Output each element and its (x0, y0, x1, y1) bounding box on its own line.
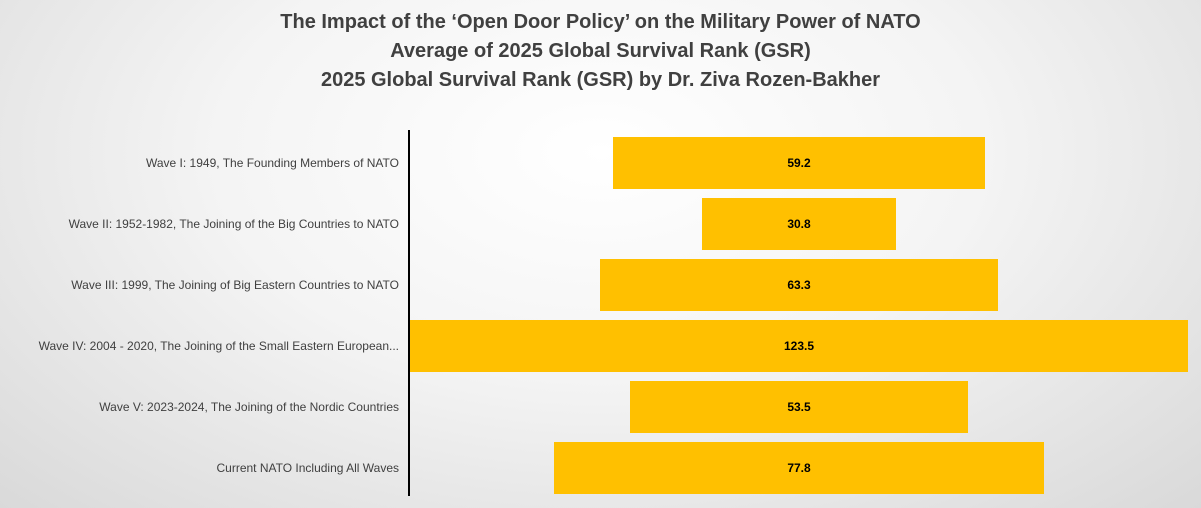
bar (553, 441, 1045, 494)
bar-data-label: 30.8 (787, 216, 811, 231)
bar (701, 197, 896, 250)
chart-title: The Impact of the ‘Open Door Policy’ on … (0, 8, 1201, 95)
bar-data-label: 77.8 (787, 460, 811, 475)
bar-data-label: 59.2 (787, 155, 811, 170)
chart-title-line-1: The Impact of the ‘Open Door Policy’ on … (280, 11, 921, 33)
category-tick-label: Wave I: 1949, The Founding Members of NA… (145, 155, 399, 170)
bar-data-label: 63.3 (787, 277, 811, 292)
bar (630, 380, 968, 433)
category-tick-label: Current NATO Including All Waves (216, 460, 399, 475)
category-tick-label: Wave IV: 2004 - 2020, The Joining of the… (38, 338, 399, 353)
bar (410, 319, 1188, 372)
category-tick-label: Wave V: 2023-2024, The Joining of the No… (99, 399, 399, 414)
bar (599, 258, 999, 311)
category-tick-label: Wave II: 1952-1982, The Joining of the B… (68, 216, 399, 231)
chart-title-line-3: 2025 Global Survival Rank (GSR) by Dr. Z… (320, 69, 881, 91)
category-axis-line (408, 130, 410, 496)
category-tick-label: Wave III: 1999, The Joining of Big Easte… (71, 277, 399, 292)
bar (612, 136, 986, 189)
bar-data-label: 53.5 (787, 399, 811, 414)
bar-data-label: 123.5 (783, 338, 815, 353)
chart-title-line-2: Average of 2025 Global Survival Rank (GS… (390, 40, 811, 62)
